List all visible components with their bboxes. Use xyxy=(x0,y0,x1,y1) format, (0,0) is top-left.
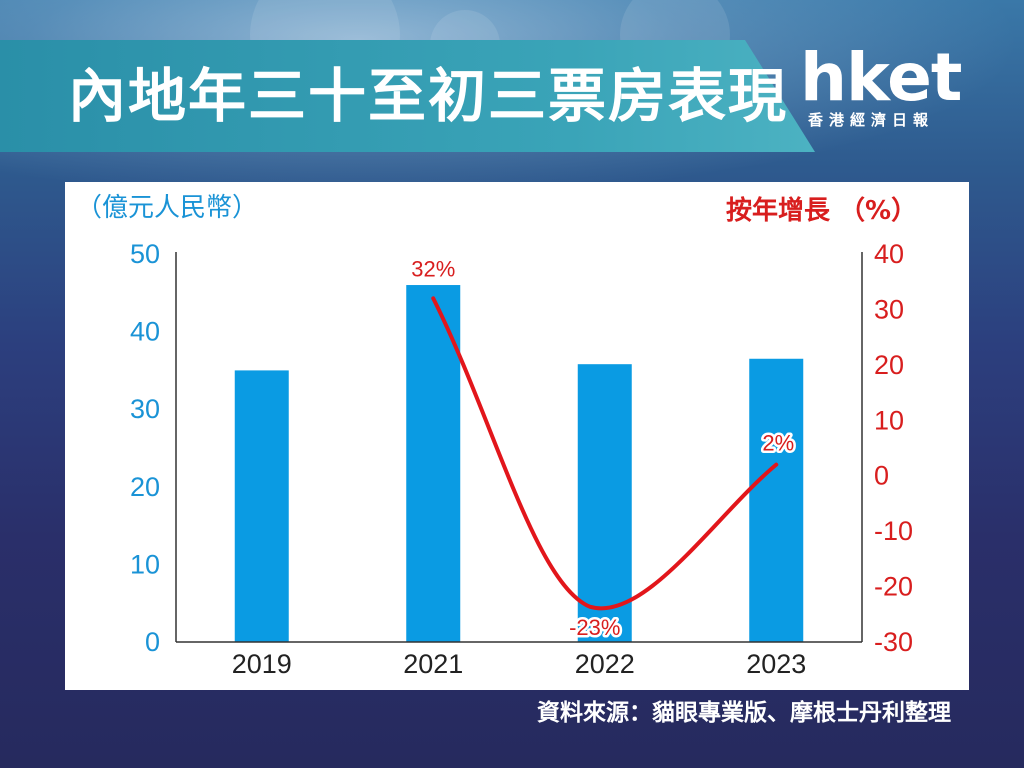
right-tick-label: -20 xyxy=(874,572,913,602)
title-banner xyxy=(0,40,815,152)
left-tick-label: 10 xyxy=(130,549,160,579)
chart-panel xyxy=(65,182,969,690)
page-title: 內地年三十至初三票房表現 xyxy=(68,62,789,130)
right-tick-label: -30 xyxy=(874,627,913,657)
left-tick-label: 20 xyxy=(130,472,160,502)
growth-data-label: -23% xyxy=(569,615,620,640)
right-tick-label: -10 xyxy=(874,516,913,546)
right-tick-label: 20 xyxy=(874,350,904,380)
right-tick-label: 0 xyxy=(874,461,889,491)
x-tick-label: 2022 xyxy=(575,649,635,679)
left-tick-label: 50 xyxy=(130,239,160,269)
right-tick-label: 40 xyxy=(874,239,904,269)
right-axis-unit-label: 按年增長 （%） xyxy=(726,196,918,226)
x-tick-label: 2021 xyxy=(403,649,463,679)
hket-logo: hket 香港經濟日報 xyxy=(800,38,990,138)
source-note: 資料來源：貓眼專業版、摩根士丹利整理 xyxy=(537,700,951,726)
left-tick-label: 0 xyxy=(145,627,160,657)
left-tick-label: 40 xyxy=(130,317,160,347)
x-tick-label: 2019 xyxy=(232,649,292,679)
bar-2019 xyxy=(234,370,289,642)
right-tick-label: 10 xyxy=(874,405,904,435)
x-tick-label: 2023 xyxy=(746,649,806,679)
logo-subtitle: 香港經濟日報 xyxy=(808,111,935,129)
logo-wordmark: hket xyxy=(800,39,962,116)
left-tick-label: 30 xyxy=(130,394,160,424)
left-axis-unit-label: （億元人民幣） xyxy=(76,193,259,223)
bar-2023 xyxy=(749,358,804,642)
growth-line-series xyxy=(431,296,779,611)
growth-data-label: 2% xyxy=(762,431,794,456)
bar-2021 xyxy=(406,285,461,642)
growth-data-label: 32% xyxy=(411,256,455,281)
right-tick-label: 30 xyxy=(874,294,904,324)
bar-2022 xyxy=(577,364,632,642)
